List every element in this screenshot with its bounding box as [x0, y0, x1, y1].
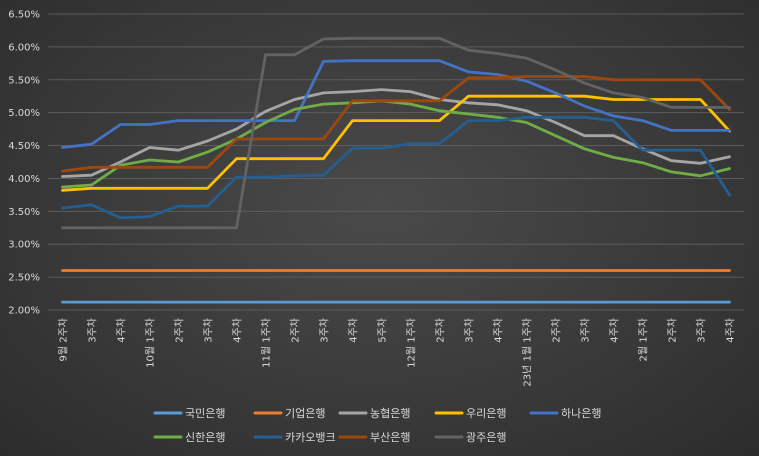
legend-label: 신한은행 [185, 431, 225, 444]
legend-label: 기업은행 [285, 407, 325, 420]
x-tick-label: 4주차 [725, 318, 737, 343]
series-line-5 [61, 59, 731, 149]
x-tick-label: 2주차 [435, 318, 447, 343]
legend-label: 농협은행 [370, 407, 410, 420]
x-tick-label: 2주차 [174, 318, 186, 343]
legend-label: 하나은행 [561, 406, 601, 420]
x-tick-label: 3주차 [464, 318, 476, 343]
series-line-7 [61, 115, 731, 220]
x-tick-label: 2주차 [551, 318, 563, 343]
x-tick-label: 2월 1주차 [638, 318, 650, 362]
y-tick-label: 2.50% [8, 273, 40, 284]
x-tick-label: 2주차 [667, 318, 679, 343]
legend-label: 광주은행 [466, 431, 506, 444]
x-tick-label: 2주차 [290, 318, 302, 343]
y-tick-label: 4.00% [8, 174, 40, 185]
x-tick-label: 3주차 [87, 318, 99, 343]
x-tick-label: 4주차 [493, 318, 505, 343]
y-axis-tick-labels: 2.00% 2.50% 3.00% 3.50% 4.00% 4.50% 5.00% 5.50%… [8, 10, 40, 317]
x-tick-label: 11월 1주차 [261, 318, 273, 368]
series-line-6 [61, 99, 731, 189]
x-tick-label: 5주차 [377, 318, 389, 343]
x-tick-label: 9월 2주차 [58, 318, 70, 362]
y-tick-label: 3.00% [8, 240, 40, 251]
x-tick-label: 3주차 [319, 318, 331, 343]
x-tick-label: 10월 1주차 [145, 318, 157, 368]
y-tick-label: 5.00% [8, 108, 40, 119]
series-line-4 [61, 94, 731, 192]
x-tick-label: 3주차 [580, 318, 592, 343]
y-tick-label: 6.00% [8, 42, 40, 53]
series-line-9 [61, 36, 731, 230]
x-axis-tick-labels: 9월 2주차 3주차 4주차 10월 1주차 2주차 3주차 4주차 11월 1주차 2주차 3주… [58, 318, 737, 387]
x-tick-label: 12월 1주차 [406, 318, 418, 368]
legend-label: 부산은행 [370, 431, 410, 444]
x-tick-label: 3주차 [203, 318, 215, 343]
series-line-3 [61, 88, 731, 178]
series-line-8 [61, 75, 731, 173]
y-tick-label: 2.00% [8, 306, 40, 317]
legend-label: 우리은행 [466, 407, 506, 420]
legend-label: 카카오뱅크 [285, 431, 336, 444]
legend-label: 국민은행 [185, 407, 225, 420]
x-tick-label: 4주차 [609, 318, 621, 343]
y-tick-label: 5.50% [8, 75, 40, 86]
y-tick-label: 3.50% [8, 207, 40, 218]
x-tick-label: 4주차 [232, 318, 244, 343]
x-tick-label: 23년 1월 1주차 [522, 318, 534, 387]
y-tick-label: 4.50% [8, 141, 40, 152]
y-tick-label: 6.50% [8, 10, 40, 21]
x-tick-label: 4주차 [348, 318, 360, 343]
x-tick-label: 3주차 [696, 318, 708, 343]
x-tick-label: 4주차 [116, 318, 128, 343]
series-lines [61, 36, 731, 304]
